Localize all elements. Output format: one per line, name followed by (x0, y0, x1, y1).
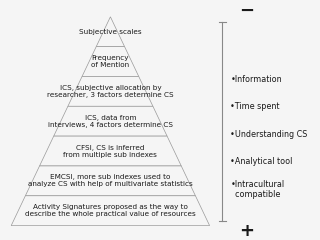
Text: Activity Signatures proposed as the way to
describe the whole practical value of: Activity Signatures proposed as the way … (25, 204, 196, 217)
Text: •Information: •Information (230, 75, 282, 84)
Text: CFSI, CS is inferred
from multiple sub indexes: CFSI, CS is inferred from multiple sub i… (63, 144, 157, 157)
Polygon shape (54, 106, 167, 136)
Text: ICS, subjective allocation by
researcher, 3 factors determine CS: ICS, subjective allocation by researcher… (47, 85, 174, 98)
Text: +: + (239, 222, 254, 240)
Text: EMCSI, more sub indexes used to
analyze CS with help of multivariate statistics: EMCSI, more sub indexes used to analyze … (28, 174, 193, 187)
Polygon shape (25, 166, 196, 196)
Polygon shape (96, 17, 124, 47)
Polygon shape (82, 47, 139, 77)
Polygon shape (40, 136, 181, 166)
Polygon shape (11, 196, 210, 226)
Text: Frequency
of Mention: Frequency of Mention (91, 55, 130, 68)
Text: Subjective scales: Subjective scales (79, 29, 142, 35)
Text: ICS, data from
interviews, 4 factors determine CS: ICS, data from interviews, 4 factors det… (48, 115, 173, 128)
Text: •Understanding CS: •Understanding CS (230, 130, 308, 139)
Text: •Time spent: •Time spent (230, 102, 280, 111)
Text: •Intracultural
  compatible: •Intracultural compatible (230, 180, 284, 199)
Polygon shape (68, 77, 153, 106)
Text: •Analytical tool: •Analytical tool (230, 157, 293, 167)
Text: −: − (239, 2, 254, 20)
